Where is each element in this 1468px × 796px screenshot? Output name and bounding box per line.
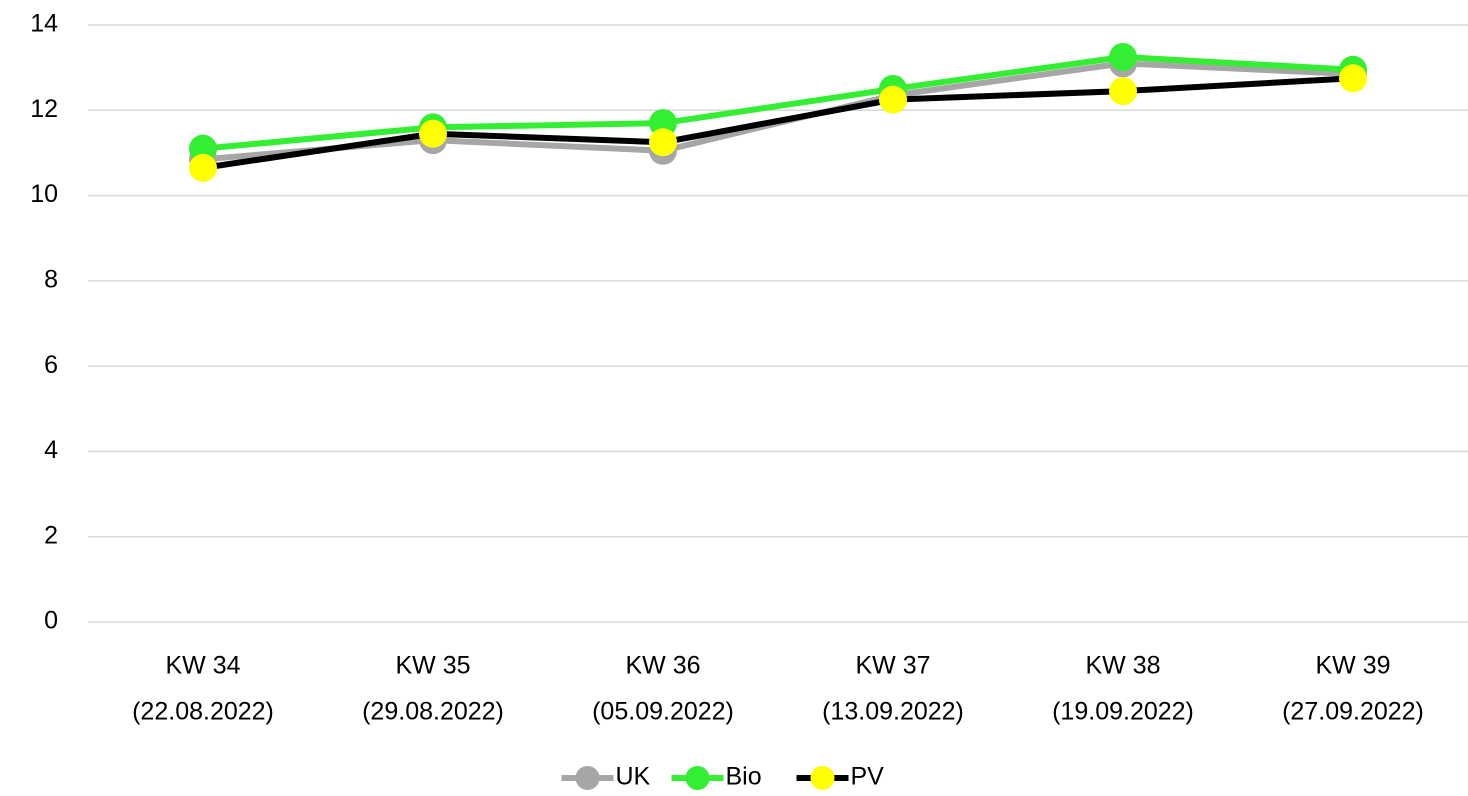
x-tick-label: (29.08.2022) <box>362 698 504 726</box>
marker <box>649 128 677 157</box>
y-tick-label: 8 <box>44 265 58 293</box>
series-line <box>202 75 1354 171</box>
y-tick-label: 6 <box>44 351 58 379</box>
y-tick-label: 14 <box>30 10 58 38</box>
legend-marker <box>685 766 710 790</box>
y-tick-label: 10 <box>30 180 58 208</box>
x-tick-label: KW 35 <box>395 652 470 680</box>
marker <box>419 119 447 148</box>
y-tick-label: 2 <box>44 521 58 549</box>
marker <box>189 153 217 182</box>
x-tick-label: (13.09.2022) <box>822 698 964 726</box>
legend-label: Bio <box>726 763 762 791</box>
legend-marker <box>575 766 600 790</box>
x-tick-label: KW 34 <box>165 652 240 680</box>
x-tick-label: KW 37 <box>855 652 930 680</box>
y-tick-label: 12 <box>30 95 58 123</box>
marker <box>1109 77 1137 106</box>
x-tick-label: (27.09.2022) <box>1282 698 1424 726</box>
series-line <box>202 53 1354 152</box>
marker <box>189 134 217 163</box>
x-tick-label: (05.09.2022) <box>592 698 734 726</box>
x-tick-label: KW 36 <box>625 652 700 680</box>
x-tick-label: (19.09.2022) <box>1052 698 1194 726</box>
marker <box>1109 42 1137 71</box>
x-tick-label: KW 39 <box>1315 652 1390 680</box>
y-tick-label: 0 <box>44 607 58 635</box>
marker <box>649 109 677 138</box>
legend-label: UK <box>616 763 651 791</box>
legend-label: PV <box>851 763 885 791</box>
marker <box>1339 64 1367 93</box>
x-tick-label: (22.08.2022) <box>132 698 274 726</box>
legend-marker <box>810 766 835 790</box>
marker <box>879 85 907 114</box>
y-tick-label: 4 <box>44 436 58 464</box>
x-tick-label: KW 38 <box>1085 652 1160 680</box>
